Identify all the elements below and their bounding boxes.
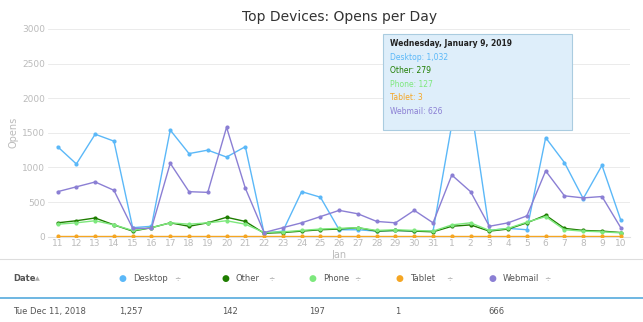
Title: Top Devices: Opens per Day: Top Devices: Opens per Day	[242, 10, 437, 24]
Text: ÷: ÷	[544, 274, 550, 283]
X-axis label: Jan: Jan	[332, 250, 347, 260]
Text: Phone: Phone	[323, 274, 349, 283]
Text: Tablet: 3: Tablet: 3	[390, 93, 423, 102]
Text: Phone: 127: Phone: 127	[390, 80, 433, 89]
Text: ▲: ▲	[35, 276, 40, 281]
Y-axis label: Opens: Opens	[8, 117, 18, 148]
Text: Desktop: Desktop	[133, 274, 168, 283]
Text: Tablet: Tablet	[410, 274, 435, 283]
Text: ●: ●	[119, 274, 127, 283]
Text: Other: 279: Other: 279	[390, 66, 431, 75]
Text: 142: 142	[222, 307, 237, 316]
Text: 1,257: 1,257	[119, 307, 143, 316]
Text: 197: 197	[309, 307, 325, 316]
Text: ÷: ÷	[355, 274, 361, 283]
Text: 1: 1	[395, 307, 401, 316]
Text: ●: ●	[309, 274, 316, 283]
Text: 666: 666	[489, 307, 505, 316]
Text: Webmail: Webmail	[503, 274, 539, 283]
Text: Date: Date	[13, 274, 35, 283]
Text: Other: Other	[236, 274, 260, 283]
Text: ●: ●	[395, 274, 403, 283]
Text: Tue Dec 11, 2018: Tue Dec 11, 2018	[13, 307, 86, 316]
Text: Desktop: 1,032: Desktop: 1,032	[390, 53, 448, 62]
Text: ●: ●	[222, 274, 230, 283]
Text: ÷: ÷	[446, 274, 453, 283]
Text: Webmail: 626: Webmail: 626	[390, 107, 443, 116]
Text: ÷: ÷	[175, 274, 181, 283]
Text: Wednesday, January 9, 2019: Wednesday, January 9, 2019	[390, 39, 512, 48]
Text: ÷: ÷	[268, 274, 274, 283]
Text: ●: ●	[489, 274, 496, 283]
